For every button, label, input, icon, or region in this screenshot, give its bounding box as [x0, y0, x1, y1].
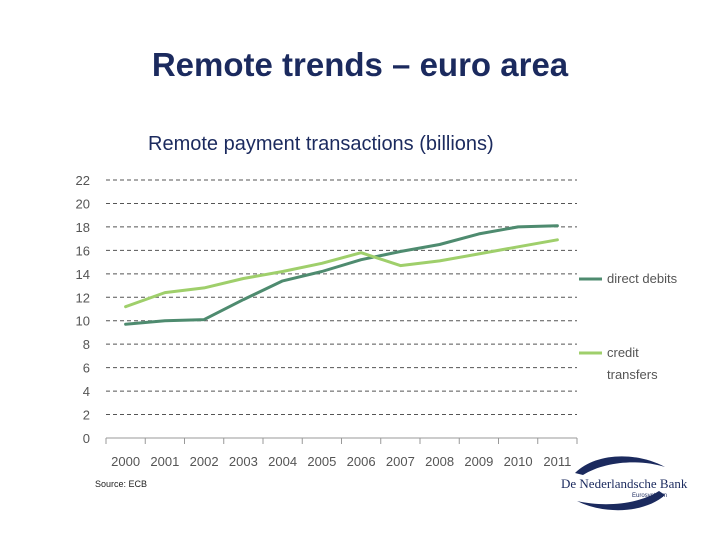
x-tick-label: 2007 — [386, 454, 415, 469]
y-tick-label: 2 — [83, 408, 90, 423]
x-tick-label: 2001 — [150, 454, 179, 469]
legend-label: direct debits — [607, 271, 678, 286]
x-tick-label: 2004 — [268, 454, 297, 469]
y-tick-label: 22 — [76, 173, 90, 188]
y-tick-label: 12 — [76, 290, 90, 305]
y-tick-label: 14 — [76, 267, 90, 282]
x-tick-label: 2000 — [111, 454, 140, 469]
y-tick-label: 18 — [76, 220, 90, 235]
y-tick-label: 6 — [83, 361, 90, 376]
y-tick-label: 4 — [83, 384, 90, 399]
y-tick-label: 16 — [76, 243, 90, 258]
x-tick-label: 2008 — [425, 454, 454, 469]
x-tick-label: 2003 — [229, 454, 258, 469]
x-tick-label: 2010 — [504, 454, 533, 469]
x-tick-label: 2002 — [190, 454, 219, 469]
logo-name: De Nederlandsche Bank — [561, 476, 688, 491]
legend-label: credit — [607, 345, 639, 360]
y-tick-label: 0 — [83, 431, 90, 446]
legend-label: transfers — [607, 367, 658, 382]
x-tick-label: 2006 — [347, 454, 376, 469]
logo-subtitle: Eurosysteem — [632, 493, 668, 499]
series-line-credit-transfers — [124, 238, 559, 309]
x-tick-label: 2009 — [464, 454, 493, 469]
x-tick-label: 2011 — [543, 454, 571, 469]
chart-title: Remote payment transactions (billions) — [148, 133, 494, 155]
series-line-direct-debits — [124, 224, 559, 326]
y-tick-label: 10 — [76, 314, 90, 329]
slide-title: Remote trends – euro area — [151, 46, 569, 83]
source-note: Source: ECB — [95, 479, 148, 489]
y-tick-label: 20 — [76, 196, 90, 211]
x-tick-label: 2005 — [307, 454, 336, 469]
dnb-logo: De Nederlandsche Bank Eurosysteem — [555, 453, 688, 513]
dnb-logo-swirl-icon — [575, 456, 665, 511]
y-tick-label: 8 — [83, 337, 90, 352]
